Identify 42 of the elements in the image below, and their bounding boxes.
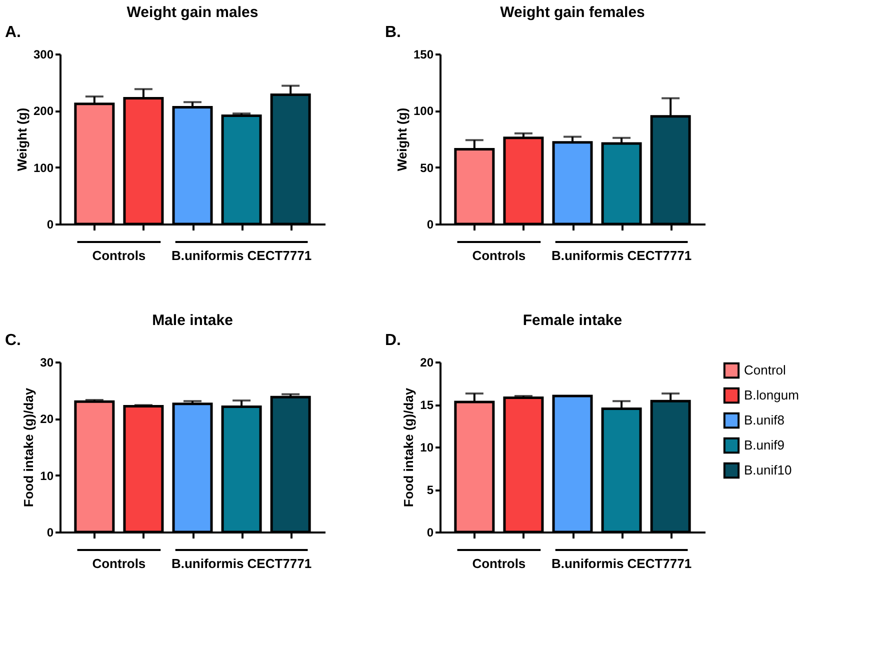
- y-tick-label: 15: [420, 398, 434, 412]
- y-axis-title: Food intake (g)/day: [21, 387, 36, 508]
- text: B.uniformis CECT7771: [171, 248, 312, 263]
- y-tick-label: 100: [33, 160, 54, 175]
- text: B.uniformis CECT7771: [551, 556, 692, 571]
- y-tick-label: 5: [426, 483, 434, 497]
- y-tick-label: 0: [46, 526, 54, 540]
- text: B.uniformis CECT7771: [551, 248, 692, 263]
- chart-title: Weight gain females: [500, 4, 645, 21]
- chart-title: Female intake: [522, 312, 622, 329]
- legend-label: B.unif9: [744, 438, 784, 452]
- text: C.: [5, 332, 21, 349]
- y-tick-label: 20: [40, 412, 54, 426]
- y-tick-label: 100: [413, 104, 434, 118]
- y-tick-label: 0: [426, 218, 434, 232]
- text: Controls: [472, 556, 526, 571]
- text: Controls: [472, 248, 526, 263]
- y-tick-label: 0: [46, 218, 54, 232]
- y-tick-label: 10: [40, 468, 54, 483]
- y-tick-label: 150: [413, 48, 434, 62]
- chart-title: Weight gain males: [126, 4, 258, 21]
- legend-label: B.longum: [744, 388, 799, 402]
- y-tick-label: 300: [33, 48, 54, 62]
- text: B.: [385, 24, 401, 41]
- y-axis-title: Weight (g): [394, 108, 410, 172]
- y-tick-label: 30: [40, 356, 54, 370]
- y-tick-label: 50: [420, 160, 434, 175]
- y-axis-title: Weight (g): [14, 108, 30, 172]
- legend-label: B.unif10: [744, 462, 792, 478]
- text: B.uniformis CECT7771: [171, 556, 312, 571]
- text: A.: [5, 24, 21, 41]
- y-tick-label: 0: [426, 526, 434, 540]
- y-axis-title: Food intake (g)/day: [401, 387, 416, 508]
- y-tick-label: 10: [420, 440, 434, 454]
- y-tick-label: 20: [420, 356, 434, 370]
- legend-label: B.unif8: [744, 412, 784, 428]
- y-tick-label: 200: [33, 104, 54, 118]
- text: Controls: [92, 556, 146, 571]
- chart-title: Male intake: [152, 312, 233, 329]
- legend-label: Control: [744, 362, 786, 378]
- text: Controls: [92, 248, 146, 263]
- text: D.: [385, 332, 401, 349]
